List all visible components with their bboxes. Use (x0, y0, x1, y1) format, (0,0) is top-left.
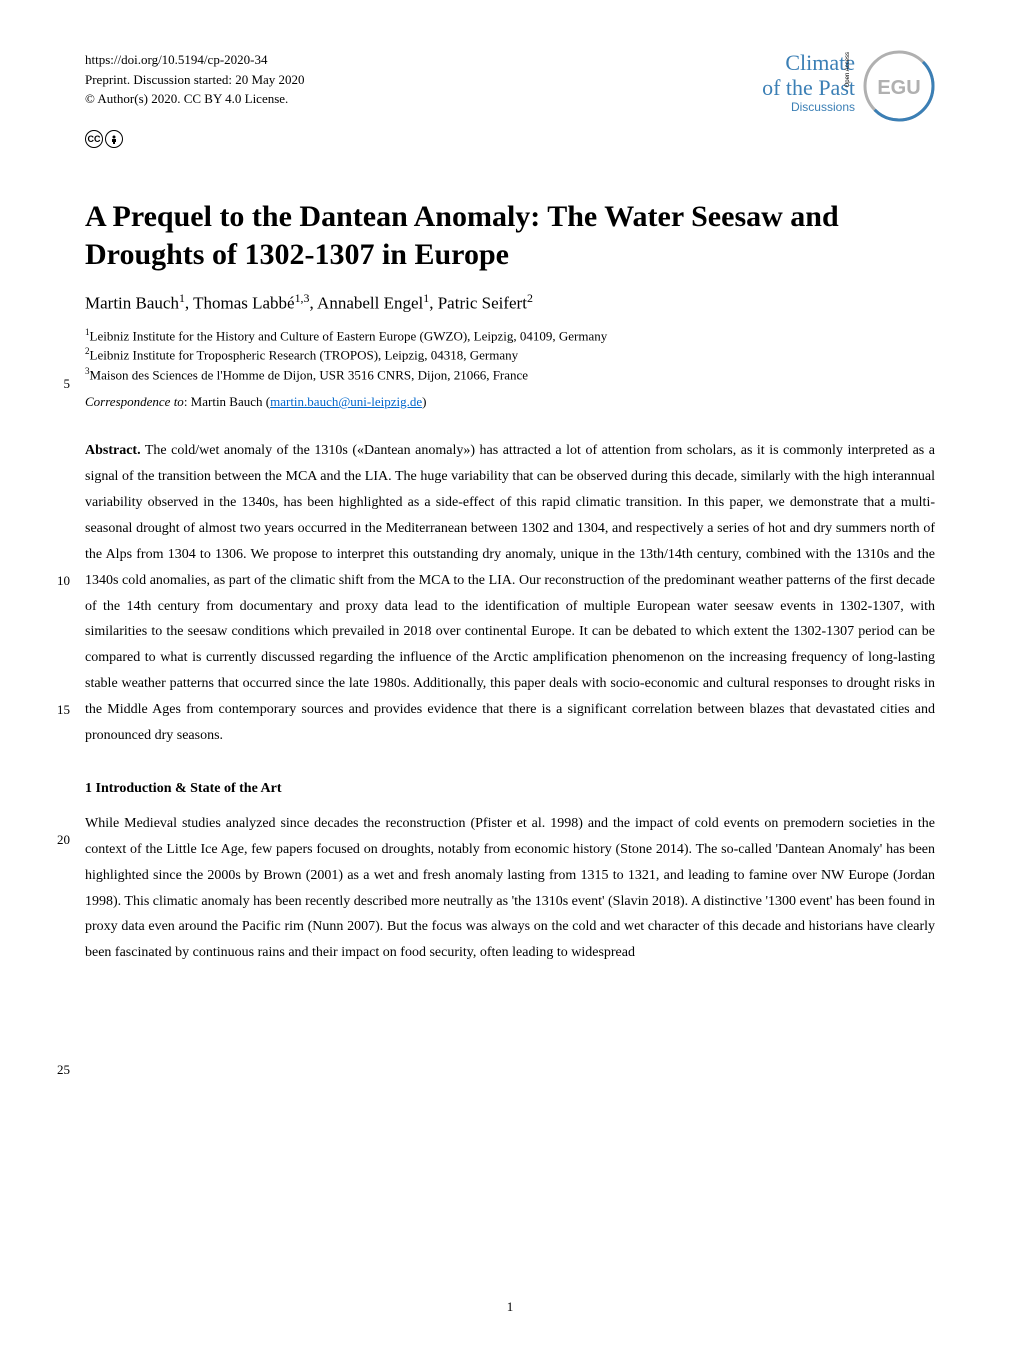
affiliation-3: 3Maison des Sciences de l'Homme de Dijon… (85, 365, 935, 385)
header-metadata: https://doi.org/10.5194/cp-2020-34 Prepr… (85, 50, 305, 109)
section-1-body: While Medieval studies analyzed since de… (85, 811, 935, 966)
line-number-5: 5 (50, 376, 70, 392)
doi-link[interactable]: https://doi.org/10.5194/cp-2020-34 (85, 50, 305, 70)
affiliation-1: 1Leibniz Institute for the History and C… (85, 326, 935, 346)
preprint-date: Preprint. Discussion started: 20 May 202… (85, 70, 305, 90)
svg-text:EGU: EGU (877, 77, 920, 99)
author-1-sup: 1 (179, 291, 185, 305)
line-number-10: 10 (50, 573, 70, 589)
correspondence-label: Correspondence to (85, 394, 184, 409)
correspondence-name: : Martin Bauch ( (184, 394, 270, 409)
journal-name: Climate (762, 50, 855, 75)
section-1-heading: 1 Introduction & State of the Art (85, 781, 935, 797)
open-access-badge: Open Access (845, 52, 852, 87)
correspondence-line: Correspondence to: Martin Bauch (martin.… (85, 394, 935, 410)
line-number-15: 15 (50, 702, 70, 718)
correspondence-email[interactable]: martin.bauch@uni-leipzig.de (270, 394, 422, 409)
egu-logo-icon: EGU (863, 50, 935, 122)
affiliations-block: 1Leibniz Institute for the History and C… (85, 326, 935, 385)
journal-branding: Open Access Climate of the Past Discussi… (762, 50, 935, 122)
correspondence-close: ) (422, 394, 426, 409)
author-3-sup: 1 (423, 291, 429, 305)
journal-title-block: Open Access Climate of the Past Discussi… (762, 50, 855, 114)
affiliation-2: 2Leibniz Institute for Tropospheric Rese… (85, 345, 935, 365)
author-1: Martin Bauch (85, 294, 179, 313)
by-icon (105, 130, 123, 148)
author-3: Annabell Engel (317, 294, 423, 313)
page-number: 1 (507, 1299, 514, 1315)
author-4: Patric Seifert (438, 294, 527, 313)
cc-icon: CC (85, 130, 103, 148)
author-2-sup: 1,3 (295, 291, 310, 305)
journal-subtitle: of the Past (762, 75, 855, 100)
page-header: https://doi.org/10.5194/cp-2020-34 Prepr… (85, 50, 935, 122)
line-number-20: 20 (50, 832, 70, 848)
abstract-block: Abstract. The cold/wet anomaly of the 13… (85, 438, 935, 749)
cc-license-icons: CC (85, 130, 935, 148)
author-4-sup: 2 (527, 291, 533, 305)
journal-discussions: Discussions (762, 101, 855, 115)
abstract-label: Abstract. (85, 443, 141, 458)
author-list: Martin Bauch1, Thomas Labbé1,3, Annabell… (85, 291, 935, 314)
line-number-25: 25 (50, 1062, 70, 1078)
copyright-notice: © Author(s) 2020. CC BY 4.0 License. (85, 89, 305, 109)
abstract-text: The cold/wet anomaly of the 1310s («Dant… (85, 443, 935, 743)
paper-title: A Prequel to the Dantean Anomaly: The Wa… (85, 198, 935, 273)
author-2: Thomas Labbé (193, 294, 295, 313)
